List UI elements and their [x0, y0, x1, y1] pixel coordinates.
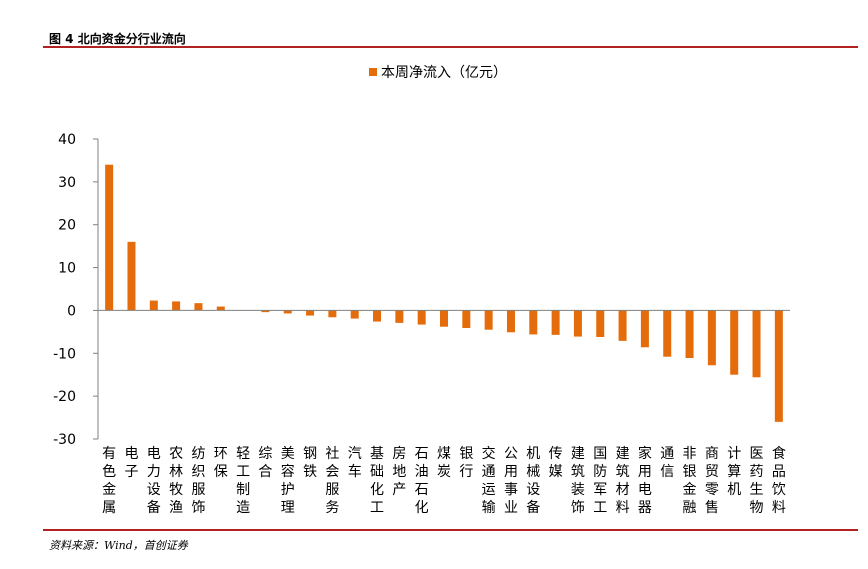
- bar: [596, 310, 605, 337]
- bar: [172, 301, 181, 311]
- x-tick-label: 交通运输: [482, 445, 496, 516]
- bar: [306, 310, 315, 316]
- bar: [774, 310, 783, 422]
- x-tick-label: 有色金属: [102, 446, 116, 516]
- bar: [685, 310, 694, 358]
- bar: [440, 310, 448, 327]
- y-tick-label: 30: [58, 175, 76, 191]
- bar: [149, 300, 158, 311]
- bar: [194, 303, 203, 311]
- bar: [730, 310, 739, 375]
- y-tick-label: 0: [67, 303, 76, 319]
- x-tick-label: 非银金融: [683, 446, 697, 516]
- x-tick-label: 医药生物: [750, 446, 764, 516]
- x-tick-label: 农林牧渔: [169, 446, 183, 516]
- bar: [127, 241, 136, 311]
- bar: [373, 310, 382, 322]
- y-tick-label: -30: [53, 432, 76, 448]
- x-tick-label: 银行: [459, 446, 473, 480]
- y-tick-label: -10: [53, 346, 76, 362]
- figure-title: 图 4 北向资金分行业流向: [49, 32, 186, 46]
- bar: [395, 310, 404, 323]
- bar: [506, 310, 515, 333]
- bar: [261, 310, 270, 313]
- x-tick-label: 美容护理: [281, 446, 295, 516]
- bar: [707, 310, 716, 366]
- top-rule: [43, 46, 858, 48]
- x-tick-label: 建筑装饰: [571, 446, 585, 516]
- x-tick-label: 家用电器: [638, 445, 652, 516]
- bar: [618, 310, 627, 341]
- x-tick-label: 国防军工: [593, 446, 607, 516]
- source-note: 资料来源：Wind，首创证券: [49, 539, 188, 552]
- bar: [573, 310, 582, 337]
- x-tick-label: 基础化工: [370, 445, 384, 516]
- bar: [216, 306, 225, 311]
- bar: [417, 310, 426, 325]
- x-tick-label: 钢铁: [303, 446, 317, 480]
- x-tick-label: 石油石化: [415, 446, 429, 516]
- x-tick-label: 环保: [214, 446, 228, 480]
- x-tick-label: 通信: [660, 446, 674, 480]
- bar: [551, 310, 560, 335]
- legend-swatch: [369, 68, 377, 76]
- bar: [484, 310, 493, 330]
- bars: [105, 164, 783, 422]
- x-tick-label: 机械设备: [526, 446, 540, 516]
- x-tick-label: 商贸零售: [705, 446, 719, 516]
- y-axis: 40 30 20 10 0 -10 -20 -30: [53, 132, 99, 448]
- y-tick-label: 10: [58, 261, 76, 277]
- x-tick-label: 汽车: [348, 446, 362, 480]
- x-tick-label: 社会服务: [325, 446, 339, 516]
- legend: 本周净流入（亿元）: [369, 65, 507, 81]
- x-tick-label: 食品饮料: [772, 445, 786, 516]
- y-tick-label: 20: [58, 218, 76, 234]
- bar: [752, 310, 761, 378]
- legend-label: 本周净流入（亿元）: [381, 65, 507, 81]
- bar: [462, 310, 471, 328]
- y-tick-label: 40: [58, 132, 76, 148]
- bar: [283, 310, 292, 314]
- bar: [105, 164, 114, 311]
- bottom-rule: [43, 529, 858, 531]
- x-tick-label: 房地产: [392, 446, 406, 498]
- x-tick-label: 煤炭: [437, 446, 451, 480]
- x-tick-label: 电力设备: [147, 446, 161, 516]
- x-tick-label: 建筑材料: [616, 446, 630, 516]
- x-tick-label: 轻工制造: [236, 446, 250, 516]
- bar: [529, 310, 538, 335]
- bar: [350, 310, 359, 319]
- x-tick-label: 公用事业: [504, 446, 518, 516]
- x-tick-label: 传媒: [549, 446, 563, 480]
- x-axis: 有色金属电子电力设备农林牧渔纺织服饰环保轻工制造综合美容护理钢铁社会服务汽车基础…: [98, 309, 790, 516]
- x-tick-label: 纺织服饰: [191, 446, 205, 516]
- x-tick-label: 电子: [124, 446, 138, 480]
- x-tick-label: 综合: [258, 446, 272, 480]
- bar: [328, 310, 337, 318]
- bar: [640, 310, 649, 348]
- bar: [663, 310, 672, 357]
- y-tick-label: -20: [53, 389, 76, 405]
- x-tick-label: 计算机: [727, 446, 741, 498]
